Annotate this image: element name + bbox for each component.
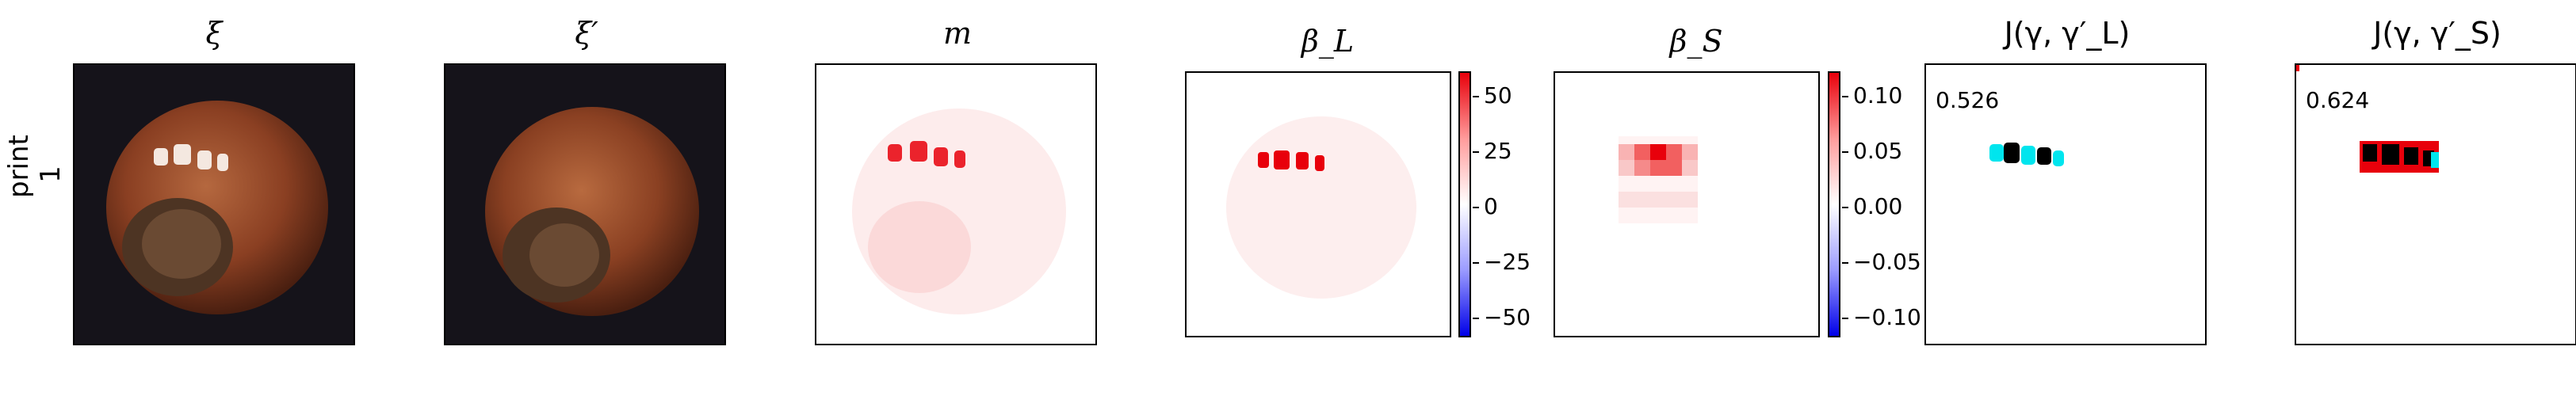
panel-title-xi-prime: ξ′	[575, 16, 598, 51]
panel-title-jaccard-s: J(γ, γ′_S)	[2373, 16, 2501, 51]
colorbar-beta-s	[1828, 71, 1840, 337]
colorbar-l-tick: 25	[1473, 138, 1512, 164]
colorbar-l-tick: −50	[1472, 304, 1531, 330]
panel-title-beta-s: β_S	[1669, 24, 1723, 59]
image-xi	[73, 63, 355, 345]
row-label: print 1	[3, 135, 67, 198]
panel-title-xi: ξ	[205, 16, 223, 51]
panel-title-beta-l: β_L	[1301, 24, 1355, 59]
panel-title-jaccard-l: J(γ, γ′_L)	[2004, 16, 2131, 51]
colorbar-s-tick: 0.00	[1841, 193, 1903, 219]
colorbar-beta-l	[1458, 71, 1471, 337]
image-beta-l	[1185, 71, 1451, 337]
colorbar-s-tick: −0.05	[1842, 249, 1921, 275]
colorbar-l-tick: −25	[1472, 249, 1531, 275]
colorbar-l-tick: 50	[1473, 82, 1512, 109]
colorbar-s-tick: 0.10	[1841, 82, 1903, 109]
jaccard-l-score: 0.526	[1936, 87, 2000, 113]
colorbar-s-tick: −0.10	[1842, 304, 1921, 330]
panel-title-m: m	[942, 16, 973, 51]
image-m	[815, 63, 1097, 345]
image-jaccard-l	[1924, 63, 2207, 345]
image-xi-prime	[444, 63, 726, 345]
image-beta-s	[1554, 71, 1820, 337]
colorbar-s-tick: 0.05	[1841, 138, 1903, 164]
jaccard-s-score: 0.624	[2306, 87, 2370, 113]
colorbar-l-tick: 0	[1473, 193, 1498, 219]
row-label-line1: print	[3, 135, 35, 198]
image-jaccard-s	[2295, 63, 2576, 345]
row-label-line2: 1	[35, 166, 67, 183]
